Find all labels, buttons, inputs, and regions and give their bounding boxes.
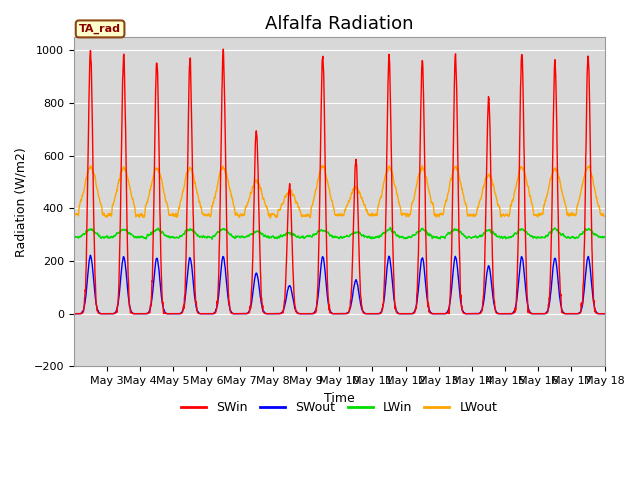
LWout [499,212,507,218]
SWout [237,311,245,317]
Line: LWin: LWin [74,228,604,239]
SWin [499,311,507,317]
SWout [123,281,131,287]
LWin [123,228,131,234]
Title: Alfalfa Radiation: Alfalfa Radiation [265,15,413,33]
SWin [600,311,608,317]
LWout [586,163,593,168]
LWin [387,225,394,230]
SWin [220,46,227,52]
LWin [593,233,601,239]
LWout [70,212,77,217]
SWout [600,311,608,317]
Line: SWout: SWout [74,255,604,314]
SWin [237,311,245,317]
SWin [529,311,537,317]
Y-axis label: Radiation (W/m2): Radiation (W/m2) [15,147,28,257]
Line: LWout: LWout [74,166,604,218]
SWout [499,311,507,317]
SWout [70,311,77,317]
LWin [208,236,216,242]
LWout [600,214,608,219]
SWin [593,311,601,316]
Text: TA_rad: TA_rad [79,24,121,34]
LWout [371,213,379,218]
SWin [462,311,470,317]
LWin [70,235,77,241]
SWout [371,311,379,317]
LWout [529,204,536,210]
SWout [561,311,569,317]
SWout [86,252,94,258]
SWin [123,208,131,214]
LWin [529,235,537,241]
LWout [123,172,131,178]
SWout [529,311,536,317]
Legend: SWin, SWout, LWin, LWout: SWin, SWout, LWin, LWout [176,396,502,420]
LWout [266,215,274,221]
SWin [371,311,379,317]
LWin [371,235,379,241]
LWin [499,235,507,241]
LWout [237,212,245,218]
X-axis label: Time: Time [324,392,355,405]
SWout [593,310,601,316]
LWin [600,234,608,240]
Line: SWin: SWin [74,49,604,314]
SWin [70,311,77,317]
LWout [593,198,601,204]
LWin [237,233,245,239]
